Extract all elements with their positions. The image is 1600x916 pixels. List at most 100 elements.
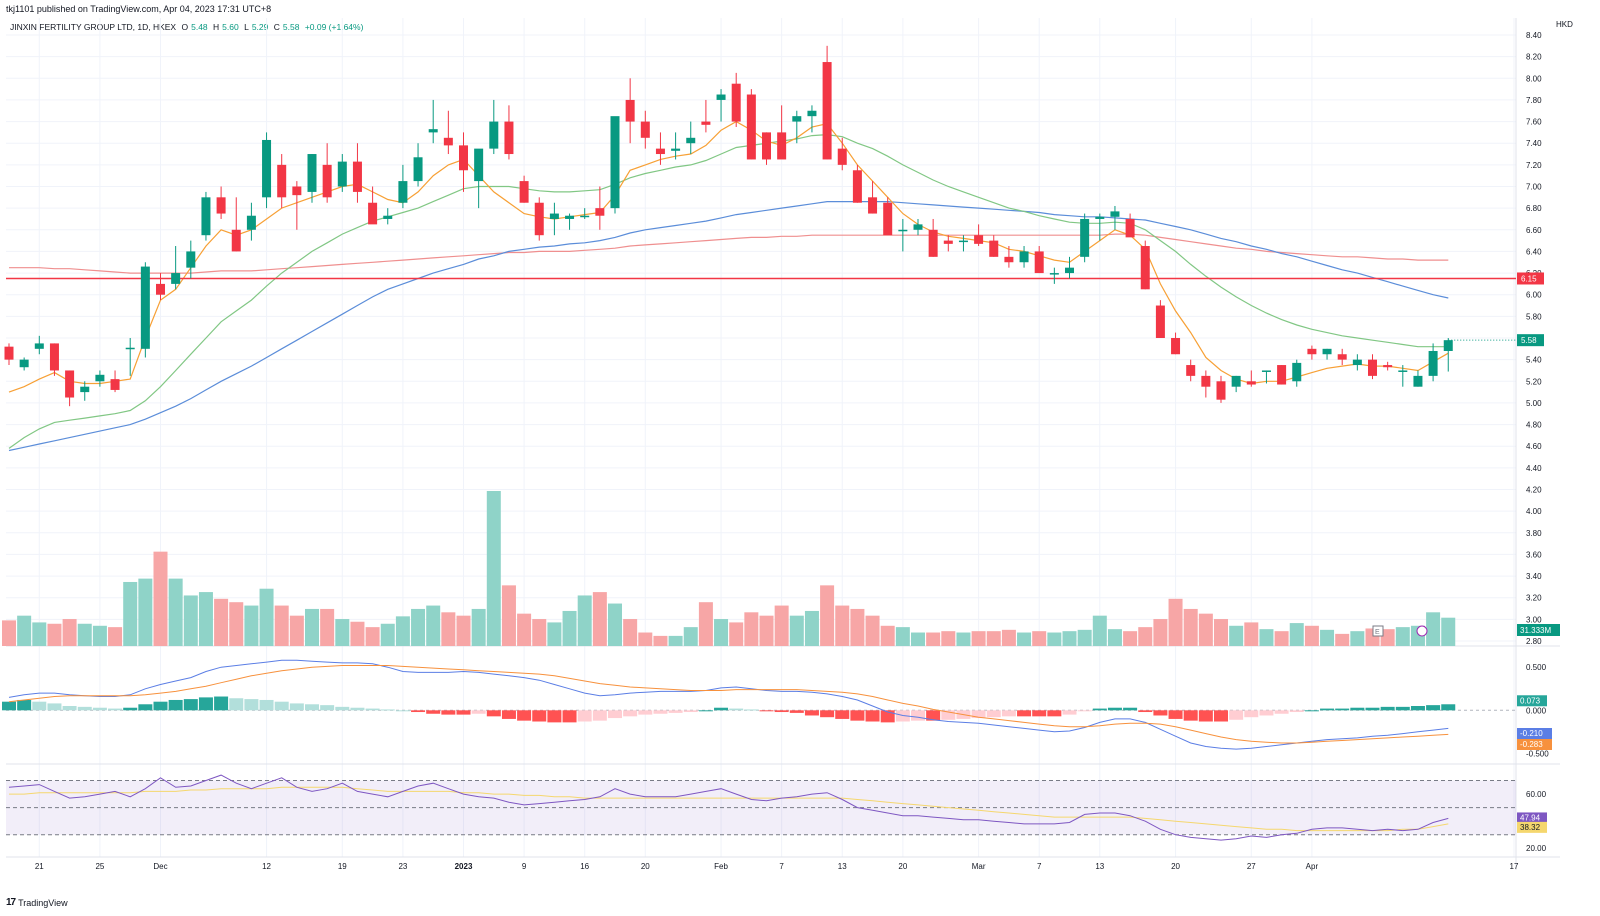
earnings-icon[interactable] bbox=[1372, 625, 1384, 637]
macd-hist-bar bbox=[244, 699, 259, 711]
volume-bar bbox=[1198, 613, 1213, 646]
rsi-tick-label: 20.00 bbox=[1526, 844, 1547, 853]
candle-body bbox=[958, 240, 968, 243]
macd-hist-bar bbox=[214, 696, 229, 711]
high-label: H bbox=[213, 22, 220, 32]
candle-body bbox=[1292, 362, 1302, 382]
candle-body bbox=[1352, 359, 1362, 366]
volume-bar bbox=[698, 602, 713, 646]
volume-bar bbox=[683, 627, 698, 646]
volume-bar bbox=[759, 615, 774, 646]
candle-body bbox=[201, 197, 211, 236]
brand-name: TradingView bbox=[18, 897, 68, 908]
candle-body bbox=[701, 121, 711, 125]
macd-hist-bar bbox=[820, 710, 835, 718]
candle-body bbox=[1095, 216, 1105, 219]
macd-hist-bar bbox=[274, 701, 289, 711]
last-price-tag bbox=[1517, 334, 1544, 347]
macd-hist-bar bbox=[926, 710, 941, 721]
macd-hist-bar bbox=[380, 709, 395, 711]
volume-bar bbox=[153, 551, 168, 646]
volume-bar bbox=[835, 605, 850, 646]
volume-bar bbox=[1395, 627, 1410, 646]
candle-body bbox=[1049, 273, 1059, 275]
macd-hist-bar bbox=[804, 710, 819, 716]
candle-body bbox=[1307, 348, 1317, 355]
macd-hist-bar bbox=[698, 710, 713, 712]
volume-bar bbox=[77, 623, 92, 646]
volume-bar bbox=[926, 632, 941, 646]
macd-hist-bar bbox=[865, 710, 880, 722]
macd-hist-bar bbox=[471, 710, 486, 714]
candle-body bbox=[549, 213, 559, 219]
volume-bar bbox=[62, 619, 77, 646]
dividend-icon[interactable] bbox=[1416, 625, 1428, 637]
footer-brand: 17 TradingView bbox=[6, 897, 68, 908]
volume-bar bbox=[274, 605, 289, 646]
price-tick-label: 3.00 bbox=[1526, 615, 1542, 624]
candle-body bbox=[898, 229, 908, 232]
candle-body bbox=[989, 240, 999, 257]
candle-body bbox=[337, 161, 347, 187]
price-tick-label: 4.80 bbox=[1526, 421, 1542, 430]
candle-body bbox=[883, 202, 893, 236]
volume-bar bbox=[820, 585, 835, 646]
price-tick-label: 8.40 bbox=[1526, 31, 1542, 40]
macd-hist-bar bbox=[1017, 710, 1032, 717]
support-price-label: 6.15 bbox=[1521, 274, 1537, 283]
volume-bar bbox=[47, 623, 62, 646]
volume-value-tag bbox=[1517, 624, 1560, 636]
volume-bar bbox=[1138, 627, 1153, 646]
volume-bar bbox=[562, 610, 577, 646]
candle-body bbox=[837, 148, 847, 165]
macd-hist-bar bbox=[517, 710, 532, 721]
time-tick-label: 7 bbox=[779, 862, 784, 871]
symbol-name[interactable]: JINXIN FERTILITY GROUP LTD, 1D, HKEX bbox=[10, 22, 177, 32]
candle-body bbox=[807, 110, 817, 117]
volume-bar bbox=[1017, 632, 1032, 646]
macd-hist-bar bbox=[32, 701, 47, 711]
volume-bar bbox=[911, 632, 925, 646]
volume-bar bbox=[865, 615, 880, 646]
candle-body bbox=[1428, 350, 1438, 376]
volume-bar bbox=[592, 592, 607, 646]
macd-hist-bar bbox=[320, 705, 335, 711]
rsi-tick-label: 60.00 bbox=[1526, 790, 1547, 799]
close-value: 5.58 bbox=[282, 22, 300, 32]
rsi-value-label: 47.94 bbox=[1520, 813, 1541, 822]
time-tick-label: 13 bbox=[1095, 862, 1104, 871]
volume-bar bbox=[32, 622, 47, 646]
time-tick-label: 2023 bbox=[455, 862, 473, 871]
macd-hist-bar bbox=[638, 710, 653, 715]
macd-hist-bar bbox=[1183, 710, 1198, 721]
volume-bar bbox=[1350, 631, 1365, 646]
volume-bar bbox=[259, 588, 274, 646]
macd-hist-bar bbox=[1441, 704, 1456, 711]
candle-body bbox=[746, 94, 756, 160]
macd-hist-bar bbox=[1380, 706, 1395, 711]
volume-bar bbox=[577, 595, 592, 646]
candle-body bbox=[822, 62, 832, 160]
candle-body bbox=[474, 148, 484, 182]
macd-hist-bar bbox=[47, 703, 62, 711]
macd-hist-bar bbox=[350, 707, 365, 711]
candle-body bbox=[610, 116, 620, 209]
volume-bar bbox=[744, 612, 759, 646]
macd-hist-bar bbox=[547, 710, 562, 723]
macd-hist-bar bbox=[1001, 710, 1016, 717]
candle-body bbox=[277, 164, 287, 198]
macd-line-label: -0.210 bbox=[1520, 729, 1543, 738]
candle-body bbox=[231, 229, 241, 252]
candle-body bbox=[913, 224, 923, 230]
candle-body bbox=[49, 343, 59, 371]
candle-body bbox=[1383, 365, 1393, 368]
volume-bar bbox=[1380, 629, 1395, 646]
volume-bar bbox=[17, 615, 32, 646]
ema-slow-line bbox=[8, 201, 1449, 452]
volume-bar bbox=[653, 635, 668, 646]
volume-bar bbox=[229, 602, 244, 646]
volume-bar bbox=[1214, 619, 1228, 646]
earnings-icon-glyph: E bbox=[1375, 629, 1380, 636]
volume-bar bbox=[350, 621, 365, 646]
